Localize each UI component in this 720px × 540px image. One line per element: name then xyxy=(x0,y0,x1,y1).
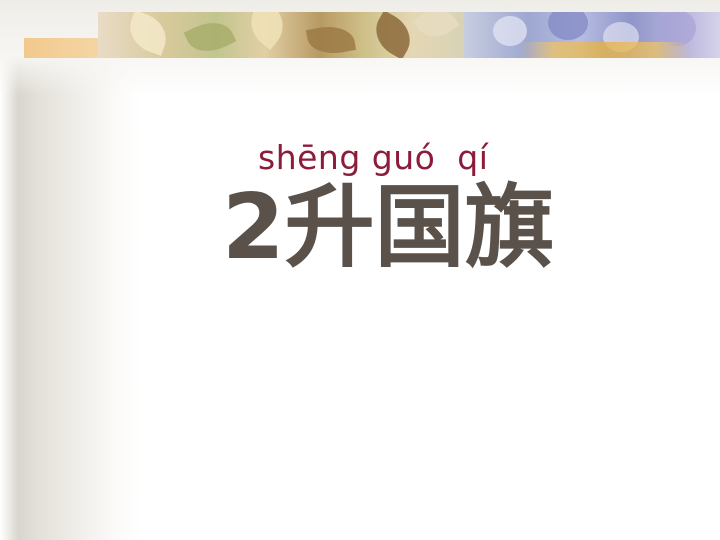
lesson-title: 2升国旗 xyxy=(222,175,555,280)
flower-shape xyxy=(658,12,696,46)
pinyin-heading: shēng guó qí xyxy=(258,138,489,177)
flower-shape xyxy=(493,16,527,46)
banner-sparkle-row xyxy=(520,42,690,58)
flower-shape xyxy=(548,12,588,40)
